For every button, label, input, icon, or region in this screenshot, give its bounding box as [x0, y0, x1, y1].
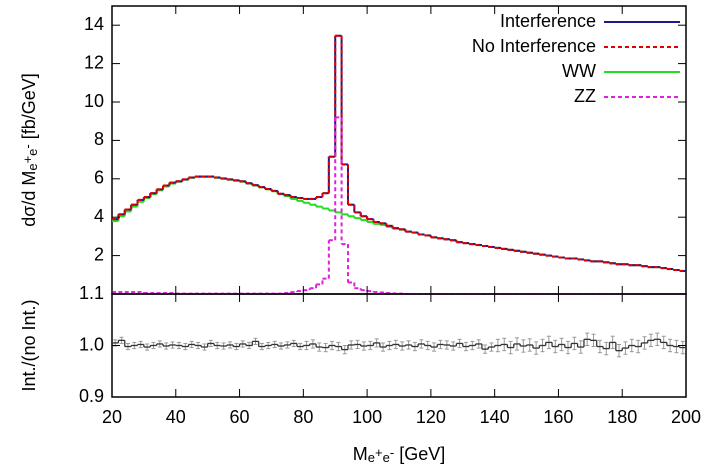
axis-label-part: M [353, 444, 368, 464]
y-tick-label: 4 [94, 206, 104, 226]
x-tick-label: 20 [102, 407, 122, 427]
x-tick-label: 140 [480, 407, 510, 427]
legend-label: Interference [500, 11, 596, 31]
y-tick-label: 8 [94, 129, 104, 149]
axis-label-part: e [383, 450, 390, 465]
x-tick-label: 180 [607, 407, 637, 427]
y-tick-label: 1.0 [79, 334, 104, 354]
axis-label-part: e [25, 163, 40, 170]
y-tick-label: 1.1 [79, 283, 104, 303]
y-tick-label: 0.9 [79, 386, 104, 406]
y-tick-label: 10 [84, 91, 104, 111]
axis-label-part: e [368, 450, 375, 465]
axis-label: Int./(no Int.) [19, 299, 39, 391]
y-tick-label: 2 [94, 244, 104, 264]
axis-label-part: [fb/GeV] [19, 73, 39, 144]
x-tick-label: 40 [166, 407, 186, 427]
legend-label: WW [562, 61, 596, 81]
x-tick-label: 160 [543, 407, 573, 427]
x-tick-label: 200 [671, 407, 701, 427]
axis-label: Me+e- [GeV] [353, 444, 445, 466]
axis-label-part: - [20, 144, 35, 148]
axis-label: dσ/d Me+e- [fb/GeV] [19, 73, 41, 227]
axis-label-part: - [390, 445, 394, 460]
plot-frame [111, 5, 687, 295]
x-tick-label: 100 [352, 407, 382, 427]
legend-label: ZZ [574, 86, 596, 106]
x-tick-label: 120 [416, 407, 446, 427]
x-tick-label: 60 [230, 407, 250, 427]
axis-label-part: + [375, 445, 383, 460]
axis-label-part: + [20, 156, 35, 164]
x-tick-label: 80 [293, 407, 313, 427]
axis-label-part: e [25, 149, 40, 156]
legend-label: No Interference [472, 36, 596, 56]
y-tick-label: 14 [84, 14, 104, 34]
y-tick-label: 12 [84, 52, 104, 72]
axis-label-part: [GeV] [394, 444, 445, 464]
axis-label-part: dσ/d M [19, 171, 39, 227]
y-tick-label: 6 [94, 168, 104, 188]
